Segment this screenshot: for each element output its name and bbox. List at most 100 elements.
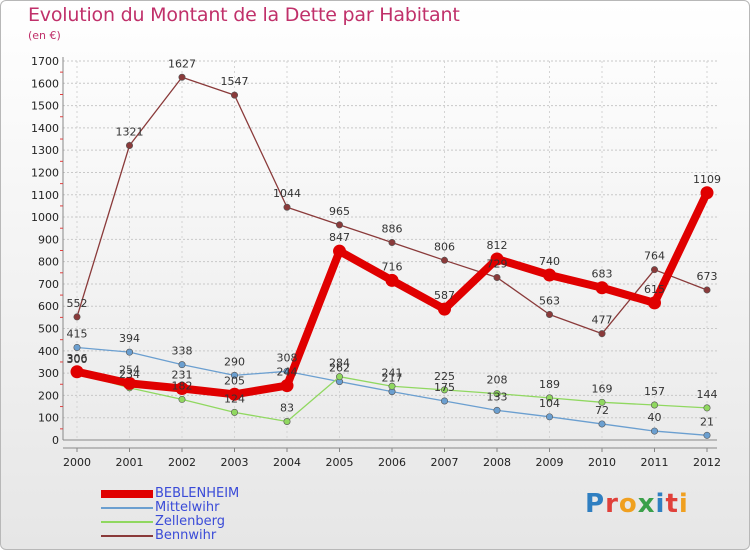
data-label-mittelwihr: 40 <box>648 411 662 424</box>
y-tick-label: 1500 <box>31 100 59 113</box>
data-label-zellenberg: 300 <box>67 353 88 366</box>
y-tick-label: 700 <box>38 278 59 291</box>
data-label-mittelwihr: 217 <box>382 372 403 385</box>
y-tick-label: 300 <box>38 367 59 380</box>
logo-letter: x <box>637 489 656 519</box>
data-label-mittelwihr: 175 <box>434 381 455 394</box>
data-label-beblenheim: 231 <box>172 369 193 382</box>
data-point <box>231 371 239 379</box>
data-label-zellenberg: 83 <box>280 401 294 414</box>
data-label-beblenheim: 306 <box>67 352 88 365</box>
data-point <box>598 398 606 406</box>
y-tick-label: 1100 <box>31 189 59 202</box>
data-label-zellenberg: 189 <box>539 378 560 391</box>
data-label-beblenheim: 740 <box>539 255 560 268</box>
data-label-mittelwihr: 72 <box>595 404 609 417</box>
x-tick-label: 2000 <box>63 456 91 469</box>
data-label-zellenberg: 157 <box>644 385 665 398</box>
x-tick-label: 2009 <box>536 456 564 469</box>
x-tick-label: 2008 <box>483 456 511 469</box>
legend-swatch <box>101 535 153 537</box>
data-point <box>648 296 661 310</box>
data-point <box>490 252 504 266</box>
data-point <box>73 313 81 321</box>
y-tick-label: 600 <box>38 300 59 313</box>
data-label-bennwihr: 965 <box>329 205 350 218</box>
data-label-zellenberg: 182 <box>172 379 193 392</box>
chart-subtitle: (en €) <box>28 29 61 42</box>
x-tick-label: 2012 <box>693 456 721 469</box>
data-point <box>73 343 81 351</box>
data-label-bennwihr: 552 <box>67 297 88 310</box>
legend-swatch <box>101 490 153 498</box>
data-point <box>388 382 396 390</box>
data-point <box>703 286 711 294</box>
x-tick-label: 2003 <box>221 456 249 469</box>
data-point <box>703 431 711 439</box>
data-point <box>175 382 189 396</box>
y-tick-label: 1600 <box>31 77 59 90</box>
y-tick-label: 900 <box>38 233 59 246</box>
data-label-mittelwihr: 290 <box>224 355 245 368</box>
data-point <box>231 408 239 416</box>
data-label-bennwihr: 673 <box>697 270 718 283</box>
legend-label: Zellenberg <box>155 514 225 529</box>
data-point <box>385 273 399 287</box>
data-point <box>333 244 346 258</box>
data-label-zellenberg: 124 <box>224 392 245 405</box>
logo-letter: r <box>605 489 619 519</box>
data-label-zellenberg: 208 <box>487 374 508 387</box>
data-point <box>703 404 711 412</box>
data-label-beblenheim: 683 <box>592 268 613 281</box>
data-point <box>650 427 658 435</box>
data-point <box>440 386 448 394</box>
data-label-zellenberg: 144 <box>697 388 718 401</box>
data-point <box>440 397 448 405</box>
x-tick-label: 2005 <box>326 456 354 469</box>
data-point <box>545 394 553 402</box>
legend-item: BEBLENHEIM <box>101 486 301 501</box>
data-label-mittelwihr: 308 <box>277 351 298 364</box>
legend-label: Mittelwihr <box>155 500 220 515</box>
data-point <box>178 361 186 369</box>
data-label-bennwihr: 1044 <box>273 187 301 200</box>
data-point <box>178 395 186 403</box>
data-point <box>595 281 609 295</box>
data-point <box>700 186 714 200</box>
logo-letter: t <box>665 489 679 519</box>
data-label-mittelwihr: 415 <box>67 327 88 340</box>
data-label-bennwihr: 1547 <box>221 75 249 88</box>
series-mittelwihr <box>73 343 711 439</box>
legend-swatch <box>101 507 153 509</box>
data-point <box>335 373 343 381</box>
y-tick-label: 0 <box>52 434 59 447</box>
legend-item: Bennwihr <box>101 528 301 543</box>
data-label-beblenheim: 615 <box>644 283 665 296</box>
y-tick-label: 1400 <box>31 122 59 135</box>
data-label-bennwihr: 729 <box>487 257 508 270</box>
data-point <box>283 203 291 211</box>
y-tick-label: 1300 <box>31 144 59 157</box>
data-label-beblenheim: 205 <box>224 374 245 387</box>
series-beblenheim <box>70 186 714 401</box>
data-point <box>126 141 134 149</box>
x-tick-label: 2002 <box>168 456 196 469</box>
data-label-beblenheim: 254 <box>119 363 140 376</box>
data-label-mittelwihr: 21 <box>700 415 714 428</box>
legend-swatch <box>101 521 153 523</box>
data-point <box>545 310 553 318</box>
data-point <box>70 365 84 379</box>
data-point <box>438 302 451 316</box>
data-point <box>493 390 501 398</box>
data-point <box>335 221 343 229</box>
data-label-bennwihr: 764 <box>644 250 665 263</box>
data-label-beblenheim: 1109 <box>693 173 721 186</box>
legend-item: Zellenberg <box>101 514 301 529</box>
data-label-bennwihr: 1321 <box>116 125 144 138</box>
y-tick-label: 200 <box>38 389 59 402</box>
data-label-bennwihr: 806 <box>434 240 455 253</box>
data-point <box>231 91 239 99</box>
data-point <box>280 379 294 393</box>
